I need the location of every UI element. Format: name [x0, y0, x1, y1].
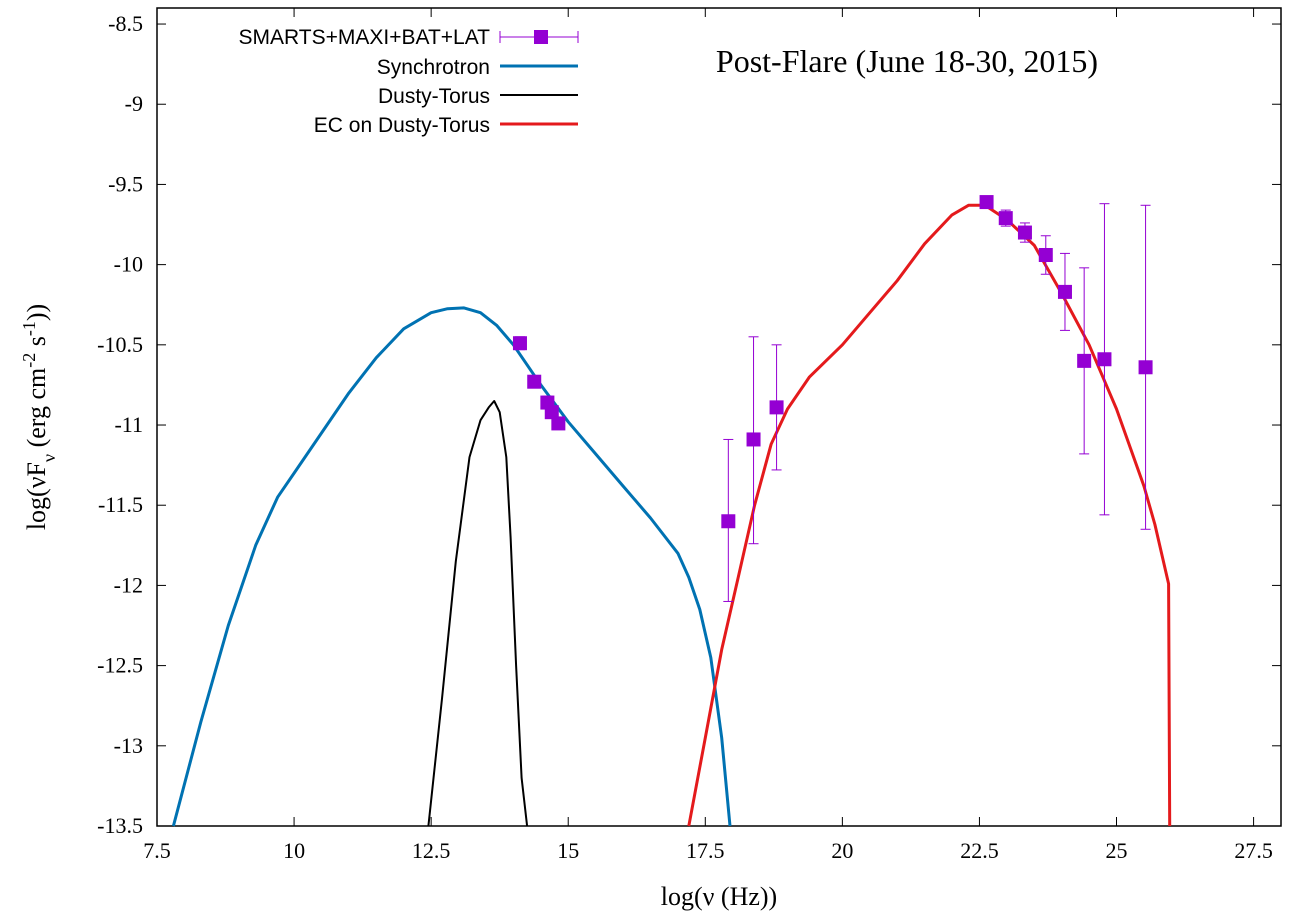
- legend-label-data: SMARTS+MAXI+BAT+LAT: [239, 26, 491, 49]
- data-point: [1138, 204, 1153, 530]
- plot-frame: [156, 7, 1282, 827]
- data-marker: [544, 405, 559, 420]
- y-tick-label: -10.5: [97, 332, 143, 357]
- chart-title: Post-Flare (June 18-30, 2015): [716, 43, 1098, 79]
- y-tick-label: -13.5: [97, 813, 143, 838]
- data-marker: [1017, 225, 1032, 240]
- legend-swatches: [499, 30, 579, 126]
- y-tick-label: -8.5: [108, 11, 143, 36]
- data-marker: [979, 195, 994, 210]
- series-layer: [171, 195, 1172, 827]
- data-point: [979, 195, 994, 210]
- legend: SMARTS+MAXI+BAT+LAT Synchrotron Dusty-To…: [239, 26, 579, 137]
- y-tick-label: -11.5: [98, 492, 143, 517]
- x-axis-label: log(ν (Hz)): [661, 882, 777, 911]
- x-tick-label: 15: [557, 838, 579, 863]
- data-point: [1017, 222, 1032, 243]
- y-tick-label: -13: [114, 733, 143, 758]
- x-tick-label: 17.5: [686, 838, 725, 863]
- data-marker: [1038, 248, 1053, 263]
- data-point: [769, 344, 784, 471]
- data-point: [721, 438, 736, 602]
- data-point: [512, 336, 527, 351]
- data-point: [746, 336, 761, 545]
- x-tick-label: 22.5: [960, 838, 999, 863]
- data-marker: [746, 432, 761, 447]
- y-tick-label: -9: [125, 91, 143, 116]
- x-tick-label: 27.5: [1234, 838, 1273, 863]
- x-tick-label: 12.5: [412, 838, 451, 863]
- y-tick-label: -12: [114, 572, 143, 597]
- data-marker: [527, 374, 542, 389]
- data-marker: [1097, 352, 1112, 367]
- legend-label-ec-dusty-torus: EC on Dusty-Torus: [314, 114, 490, 137]
- y-tick-label: -11: [114, 412, 143, 437]
- ec-dusty-torus-curve: [687, 203, 1172, 827]
- y-tick-label: -12.5: [97, 653, 143, 678]
- data-marker: [721, 514, 736, 529]
- y-axis-ticks: -8.5 -9 -9.5 -10 -10.5 -11 -11.5 -12 -12.5 -13 -13…: [97, 11, 1281, 838]
- x-tick-label: 7.5: [143, 838, 171, 863]
- data-marker: [1057, 284, 1072, 299]
- synchrotron-curve: [171, 306, 732, 827]
- y-axis-label: log(νFν (erg cm-2 s-1)): [19, 304, 59, 530]
- legend-label-synchrotron: Synchrotron: [377, 56, 490, 79]
- data-point: [998, 209, 1013, 227]
- data-point: [1057, 252, 1072, 331]
- data-point: [551, 416, 566, 431]
- dusty-torus-curve: [427, 400, 529, 827]
- data-point: [1038, 235, 1053, 275]
- data-point: [1097, 203, 1112, 516]
- y-tick-label: -10: [114, 252, 143, 277]
- x-axis-ticks: 7.5 10 12.5 15 17.5 20 22.5 25 27.5: [143, 8, 1273, 863]
- x-tick-label: 20: [831, 838, 853, 863]
- data-marker: [551, 416, 566, 431]
- data-marker: [512, 336, 527, 351]
- legend-swatch-data-marker: [534, 30, 548, 44]
- y-tick-label: -9.5: [108, 171, 143, 196]
- data-marker: [769, 400, 784, 415]
- x-tick-label: 25: [1106, 838, 1128, 863]
- data-marker: [1138, 360, 1153, 375]
- data-point: [1077, 267, 1092, 455]
- legend-label-dusty-torus: Dusty-Torus: [378, 85, 490, 108]
- data-marker: [1077, 353, 1092, 368]
- data-marker: [998, 211, 1013, 226]
- data-point: [527, 374, 542, 389]
- x-tick-label: 10: [283, 838, 305, 863]
